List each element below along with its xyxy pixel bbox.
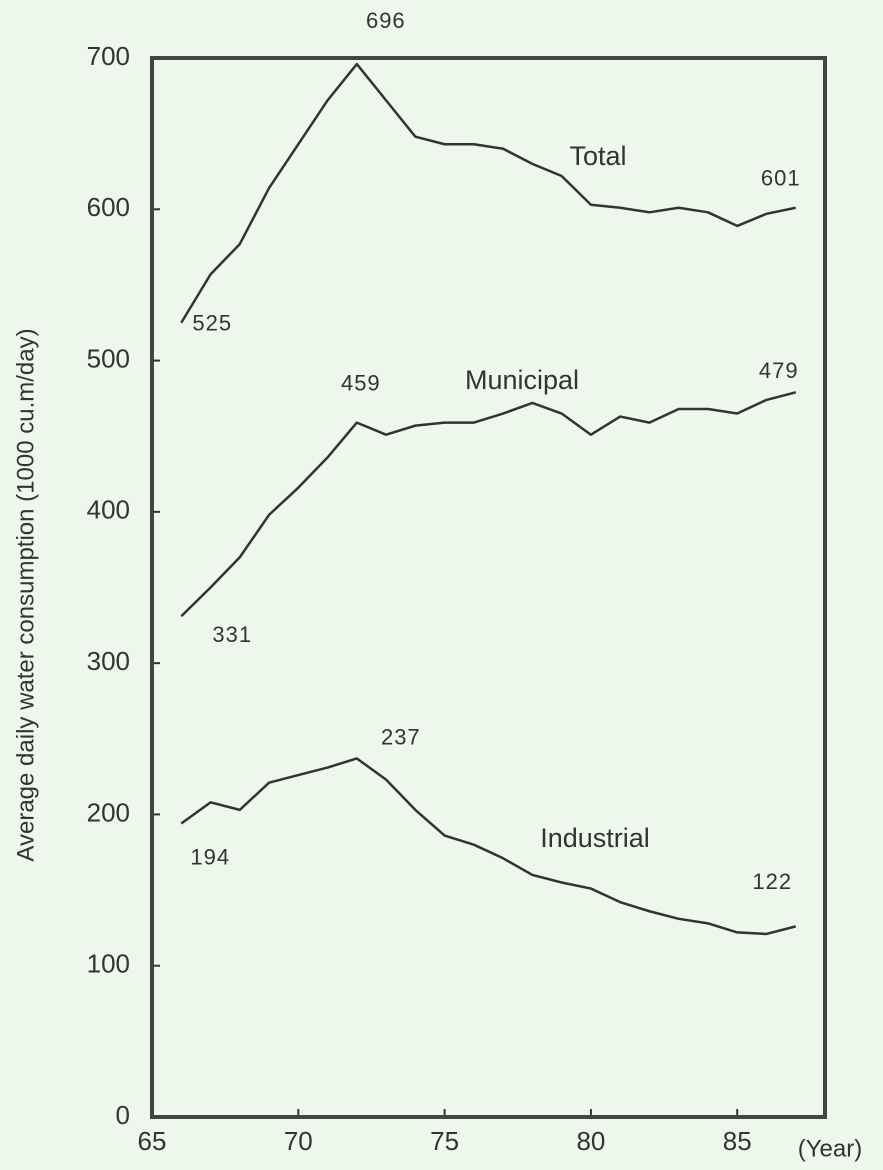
x-tick-label: 80 (576, 1126, 605, 1156)
y-tick-label: 0 (116, 1100, 130, 1130)
y-tick-label: 400 (87, 495, 130, 525)
value-label: 237 (381, 724, 421, 749)
series-label: Total (569, 141, 626, 171)
y-tick-label: 700 (87, 41, 130, 71)
value-label: 696 (366, 8, 406, 33)
y-tick-label: 200 (87, 797, 130, 827)
series-line (180, 757, 797, 936)
series-label: Industrial (540, 823, 650, 853)
y-tick-label: 500 (87, 343, 130, 373)
x-axis-title: (Year) (798, 1135, 862, 1162)
plot-frame (150, 56, 827, 1119)
value-label: 331 (212, 622, 252, 647)
value-label: 459 (341, 370, 381, 395)
series-line (180, 391, 797, 618)
y-tick-label: 300 (87, 646, 130, 676)
series-label: Municipal (465, 365, 579, 395)
y-axis-title: Average daily water consumption (1000 cu… (12, 328, 39, 861)
x-tick-label: 70 (284, 1126, 313, 1156)
value-label: 601 (761, 166, 801, 191)
value-label: 122 (752, 869, 792, 894)
y-tick-label: 600 (87, 192, 130, 222)
x-tick-label: 65 (138, 1126, 167, 1156)
value-label: 525 (192, 311, 232, 336)
series-line (180, 62, 796, 324)
value-label: 194 (190, 844, 230, 869)
x-tick-label: 85 (723, 1126, 752, 1156)
x-tick-label: 75 (430, 1126, 459, 1156)
value-label: 479 (759, 358, 799, 383)
y-tick-label: 100 (87, 949, 130, 979)
